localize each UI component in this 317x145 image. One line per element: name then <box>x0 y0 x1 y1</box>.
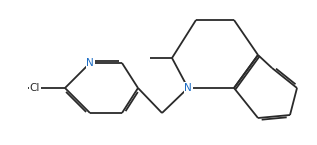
Text: N: N <box>86 58 94 68</box>
Text: N: N <box>184 83 192 93</box>
Text: Cl: Cl <box>30 83 40 93</box>
